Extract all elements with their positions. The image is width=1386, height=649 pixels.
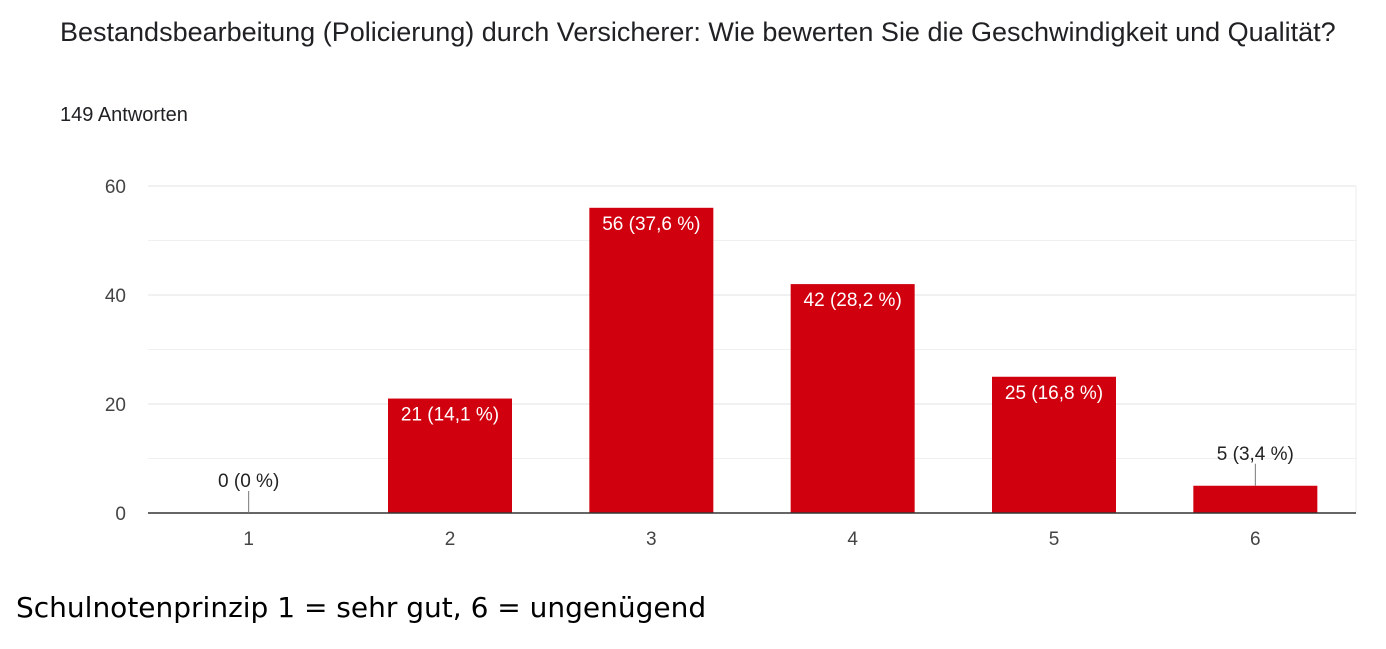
x-tick-label: 3	[646, 529, 657, 550]
grid-lines	[148, 185, 1357, 513]
data-label: 25 (16,8 %)	[1005, 383, 1103, 404]
data-label: 0 (0 %)	[218, 471, 279, 492]
x-tick-label: 4	[847, 529, 858, 550]
y-axis-ticks: 0 20 40 60	[105, 177, 126, 525]
footnote: Schulnotenprinzip 1 = sehr gut, 6 = unge…	[16, 591, 707, 624]
bar-2	[388, 398, 512, 513]
data-label: 56 (37,6 %)	[602, 214, 700, 235]
data-label: 5 (3,4 %)	[1217, 444, 1294, 465]
data-label: 21 (14,1 %)	[401, 405, 499, 426]
bar-4	[790, 284, 915, 513]
bars	[388, 207, 1318, 514]
data-labels: 0 (0 %) 21 (14,1 %) 56 (37,6 %) 42 (28,2 %)…	[218, 214, 1294, 513]
response-count: 149 Antworten	[60, 104, 188, 126]
chart-title: Bestandsbearbeitung (Policierung) durch …	[60, 17, 1336, 47]
bar-3	[589, 207, 714, 514]
y-tick-label: 60	[105, 177, 126, 198]
x-tick-label: 1	[243, 529, 254, 550]
x-tick-label: 6	[1250, 529, 1261, 550]
y-tick-label: 0	[115, 504, 126, 525]
x-axis-ticks: 1 2 3 4 5 6	[243, 529, 1260, 550]
x-tick-label: 2	[445, 529, 456, 550]
x-tick-label: 5	[1049, 529, 1060, 550]
bar-6	[1193, 485, 1318, 513]
y-tick-label: 20	[105, 395, 126, 416]
bar-5	[992, 376, 1116, 513]
y-tick-label: 40	[105, 286, 126, 307]
data-label: 42 (28,2 %)	[804, 290, 902, 311]
